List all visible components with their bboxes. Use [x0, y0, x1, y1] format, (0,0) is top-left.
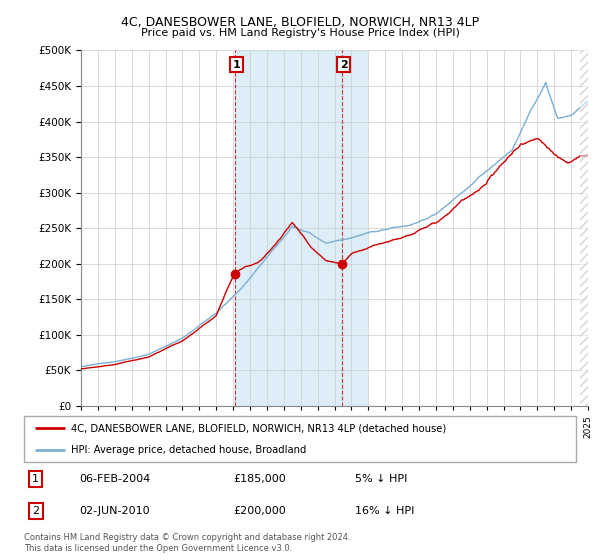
- Text: 1: 1: [233, 59, 241, 69]
- Text: HPI: Average price, detached house, Broadland: HPI: Average price, detached house, Broa…: [71, 445, 306, 455]
- Text: 4C, DANESBOWER LANE, BLOFIELD, NORWICH, NR13 4LP (detached house): 4C, DANESBOWER LANE, BLOFIELD, NORWICH, …: [71, 423, 446, 433]
- Bar: [235, 50, 342, 406]
- Text: £185,000: £185,000: [234, 474, 287, 484]
- Text: Price paid vs. HM Land Registry's House Price Index (HPI): Price paid vs. HM Land Registry's House …: [140, 28, 460, 38]
- Text: 16% ↓ HPI: 16% ↓ HPI: [355, 506, 415, 516]
- Text: Contains HM Land Registry data © Crown copyright and database right 2024.
This d: Contains HM Land Registry data © Crown c…: [24, 533, 350, 553]
- Text: 2: 2: [32, 506, 40, 516]
- Bar: [342, 50, 367, 406]
- Text: 5% ↓ HPI: 5% ↓ HPI: [355, 474, 407, 484]
- FancyBboxPatch shape: [24, 416, 576, 462]
- Text: 1: 1: [32, 474, 39, 484]
- Text: 02-JUN-2010: 02-JUN-2010: [79, 506, 150, 516]
- Text: 2: 2: [340, 59, 347, 69]
- Text: 06-FEB-2004: 06-FEB-2004: [79, 474, 151, 484]
- Text: £200,000: £200,000: [234, 506, 287, 516]
- Text: 4C, DANESBOWER LANE, BLOFIELD, NORWICH, NR13 4LP: 4C, DANESBOWER LANE, BLOFIELD, NORWICH, …: [121, 16, 479, 29]
